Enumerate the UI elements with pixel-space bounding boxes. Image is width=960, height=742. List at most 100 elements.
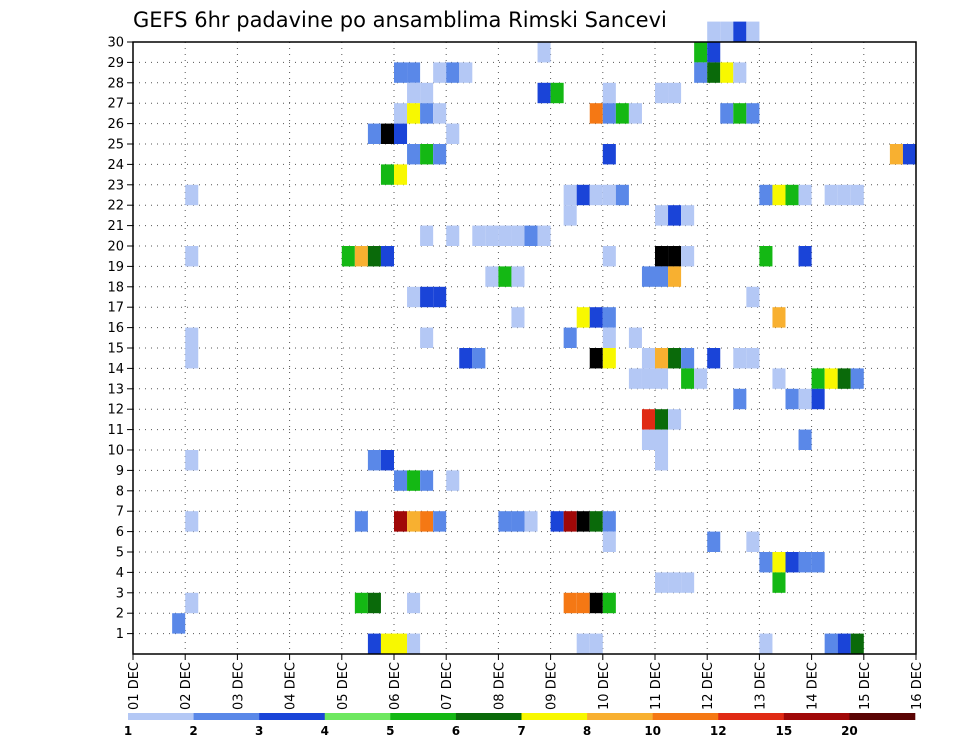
heatmap-cell (172, 613, 186, 634)
heatmap-cell (628, 103, 642, 124)
heatmap-cell (641, 429, 655, 450)
heatmap-cell (615, 184, 629, 206)
heatmap-cell (707, 62, 721, 83)
heatmap-cell (367, 246, 381, 267)
heatmap-cell (785, 388, 799, 410)
heatmap-cell (707, 42, 721, 63)
heatmap-cell (655, 348, 669, 369)
y-tick-labels: 1234567891011121314151617181920212223242… (107, 36, 133, 642)
y-tick-label: 10 (107, 444, 124, 459)
heatmap-cell (602, 144, 616, 165)
y-tick-label: 22 (107, 199, 124, 214)
heatmap-cell (537, 42, 551, 63)
heatmap-cell (380, 246, 394, 267)
heatmap-cell (850, 368, 864, 389)
heatmap-cell (563, 184, 577, 206)
heatmap-cell (694, 42, 708, 63)
heatmap-cell (759, 246, 773, 267)
heatmap-cell (733, 62, 747, 83)
heatmap-cell (576, 633, 590, 654)
heatmap-cell (681, 246, 695, 267)
heatmap-cell (407, 511, 421, 532)
heatmap-cell (798, 246, 812, 267)
heatmap-cell (394, 470, 408, 491)
heatmap-cell (772, 184, 786, 206)
heatmap-cell (407, 62, 421, 83)
legend-label: 3 (255, 724, 263, 738)
legend-label: 2 (189, 724, 197, 738)
y-tick-label: 6 (116, 525, 124, 540)
heatmap-cell (380, 450, 394, 471)
heatmap-cell (446, 123, 460, 144)
legend-label: 6 (452, 724, 460, 738)
x-tick-label: 16 DEC (910, 662, 925, 710)
heatmap-cell (446, 62, 460, 83)
heatmap-cell (472, 348, 486, 369)
heatmap-cell (785, 184, 799, 206)
color-legend: 1 2 3 4 5 6 7 8 10 12 15 20 (124, 713, 916, 738)
y-tick-label: 28 (107, 76, 124, 91)
heatmap-cell (641, 409, 655, 430)
heatmap-cell (407, 82, 421, 104)
heatmap-cell (498, 511, 512, 532)
heatmap-cell (563, 592, 577, 614)
heatmap-cell (420, 327, 434, 348)
y-tick-label: 20 (107, 240, 124, 255)
heatmap-cell (772, 368, 786, 389)
legend-label: 8 (583, 724, 591, 738)
heatmap-cell (524, 225, 538, 246)
legend-label: 7 (517, 724, 525, 738)
legend-label: 20 (841, 724, 858, 738)
y-tick-label: 24 (107, 158, 124, 173)
heatmap-cell (576, 184, 590, 206)
heatmap-cell (602, 184, 616, 206)
heatmap-cell (837, 633, 851, 654)
heatmap-cell (407, 144, 421, 165)
heatmap-cell (433, 511, 447, 532)
heatmap-cell (354, 511, 368, 532)
legend-swatch (652, 713, 719, 720)
x-tick-label: 10 DEC (597, 662, 612, 710)
heatmap-cell (641, 348, 655, 369)
heatmap-cell (602, 592, 616, 614)
heatmap-cell (537, 82, 551, 104)
y-tick-label: 9 (116, 464, 124, 479)
heatmap-cell (772, 307, 786, 328)
heatmap-cell (589, 592, 603, 614)
heatmap-cell (655, 409, 669, 430)
legend-swatch (783, 713, 850, 720)
heatmap-cell (602, 531, 616, 552)
heatmap-cell (772, 572, 786, 593)
heatmap-cell (602, 511, 616, 532)
heatmap-cell (746, 531, 760, 552)
heatmap-cell (655, 82, 669, 104)
heatmap-cell (746, 21, 760, 42)
heatmap-cell (354, 246, 368, 267)
heatmap-cell (746, 348, 760, 369)
heatmap-cell (720, 62, 734, 83)
heatmap-cell (746, 103, 760, 124)
heatmap-cell (707, 348, 721, 369)
heatmap-cell (668, 246, 682, 267)
x-tick-label: 03 DEC (231, 662, 246, 710)
heatmap-cell (485, 266, 499, 287)
heatmap-cell (185, 327, 199, 348)
y-tick-label: 11 (107, 423, 124, 438)
x-tick-label: 02 DEC (179, 662, 194, 710)
x-tick-label: 08 DEC (492, 662, 507, 710)
x-tick-labels: 01 DEC 02 DEC 03 DEC 04 DEC 05 DEC 06 DEC 07 D… (127, 654, 925, 710)
heatmap-cell (420, 225, 434, 246)
heatmap-cell (798, 552, 812, 573)
heatmap-cell (511, 511, 525, 532)
x-tick-label: 14 DEC (806, 662, 821, 710)
y-tick-label: 25 (107, 138, 124, 153)
y-tick-label: 5 (116, 546, 124, 561)
legend-swatch (390, 713, 457, 720)
heatmap-cell (759, 633, 773, 654)
legend-label: 12 (710, 724, 727, 738)
y-tick-label: 29 (107, 56, 124, 71)
heatmap-cell (185, 348, 199, 369)
legend-label: 5 (386, 724, 394, 738)
heatmap-cell (681, 348, 695, 369)
